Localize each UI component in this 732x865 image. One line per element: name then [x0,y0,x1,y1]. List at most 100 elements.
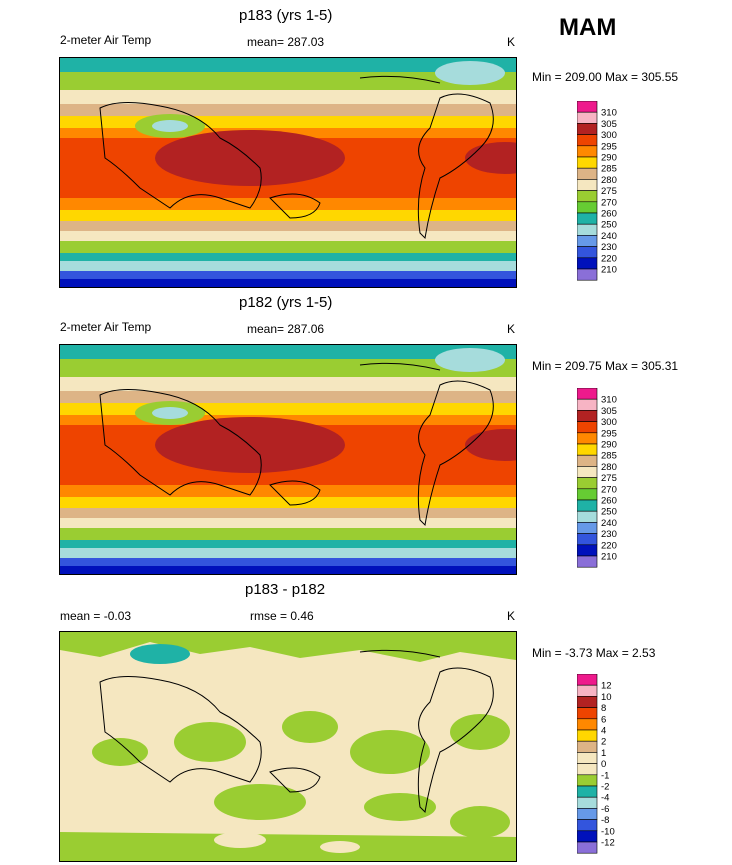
colorbar-swatch [577,510,598,523]
colorbar-label: 305 [601,119,617,130]
colorbar-swatch [577,522,598,534]
colorbar-swatch [577,841,598,854]
colorbar-label: 260 [601,496,617,507]
colorbar-swatch [577,223,598,236]
panel1-mean: mean= 287.03 [247,35,325,49]
colorbar-swatch [577,257,598,270]
panel3-mean: mean = -0.03 [60,609,132,623]
colorbar-label: 280 [601,175,617,186]
colorbar-swatch [577,740,598,753]
panel2-minmax: Min = 209.75 Max = 305.31 [532,359,679,373]
colorbar-label: 275 [601,186,617,197]
colorbar-swatch [577,796,598,809]
colorbar-swatch [577,156,598,169]
colorbar-label: 240 [601,518,617,529]
colorbar-swatch [577,167,598,180]
colorbar-label: 290 [601,153,617,164]
colorbar-swatch [577,443,598,456]
colorbar-swatch [577,808,598,820]
colorbar-swatch [577,488,598,501]
colorbar-label: 220 [601,253,617,264]
colorbar-label: 6 [601,714,606,725]
colorbar-label: 250 [601,220,617,231]
colorbar-swatch [577,477,598,490]
panel2-mean: mean= 287.06 [247,322,325,336]
colorbar-swatch [577,145,598,158]
colorbar-label: 210 [601,552,617,563]
colorbar-swatch [577,729,598,742]
colorbar-swatch [577,533,598,546]
colorbar-label: 280 [601,462,617,473]
colorbar-label: 270 [601,197,617,208]
colorbar-swatch [577,190,598,203]
panel2-map [59,344,517,575]
colorbar-label: 0 [601,759,606,770]
panel2-variable: 2-meter Air Temp [60,320,152,334]
panel3-units: K [507,609,516,623]
colorbar-swatch [577,432,598,445]
colorbar-swatch [577,123,598,135]
colorbar-label: -8 [601,815,609,826]
panel1-title: p183 (yrs 1-5) [239,7,333,24]
colorbar-swatch [577,674,598,686]
colorbar-swatch [577,819,598,832]
colorbar-label: -6 [601,804,609,815]
colorbar-label: 4 [601,726,606,737]
colorbar-swatch [577,774,598,787]
colorbar-label: 8 [601,703,606,714]
colorbar-swatch [577,555,598,568]
colorbar-label: 270 [601,484,617,495]
colorbar-swatch [577,111,598,124]
colorbar-label: 1 [601,748,606,759]
panel1-variable: 2-meter Air Temp [60,33,152,47]
colorbar-label: 210 [601,265,617,276]
colorbar-swatch [577,763,598,776]
colorbar-label: -4 [601,793,609,804]
colorbar-label: 220 [601,540,617,551]
panel1-colorbar: 3103053002952902852802752702602502402302… [577,101,617,281]
panel3-map [59,631,517,862]
season-label: MAM [559,14,617,41]
colorbar-swatch [577,785,598,798]
colorbar-label: -1 [601,770,609,781]
panel3-title: p183 - p182 [245,581,326,598]
colorbar-swatch [577,544,598,557]
colorbar-swatch [577,454,598,467]
colorbar-swatch [577,718,598,731]
colorbar-swatch [577,499,598,512]
colorbar-swatch [577,410,598,422]
colorbar-label: -2 [601,782,609,793]
colorbar-swatch [577,268,598,281]
colorbar-swatch [577,388,598,400]
colorbar-label: 275 [601,473,617,484]
colorbar-label: 285 [601,451,617,462]
colorbar-swatch [577,421,598,434]
colorbar-label: 300 [601,130,617,141]
colorbar-swatch [577,752,598,764]
colorbar-swatch [577,830,598,843]
panel1-minmax: Min = 209.00 Max = 305.55 [532,70,679,84]
colorbar-swatch [577,246,598,259]
colorbar-swatch [577,179,598,191]
colorbar-swatch [577,466,598,478]
colorbar-swatch [577,101,598,113]
colorbar-label: 310 [601,395,617,406]
colorbar-swatch [577,134,598,147]
colorbar-swatch [577,201,598,214]
panel2-units: K [507,322,516,336]
panel3-minmax: Min = -3.73 Max = 2.53 [532,646,656,660]
panel3-rmse: rmse = 0.46 [250,609,314,623]
colorbar-label: 12 [601,681,612,692]
colorbar-label: 260 [601,209,617,220]
colorbar-swatch [577,696,598,708]
colorbar-label: 2 [601,737,606,748]
colorbar-label: 305 [601,406,617,417]
colorbar-swatch [577,398,598,411]
colorbar-swatch [577,235,598,247]
colorbar-label: 285 [601,164,617,175]
colorbar-label: 295 [601,141,617,152]
colorbar-label: 295 [601,428,617,439]
colorbar-label: 250 [601,507,617,518]
panel2-title: p182 (yrs 1-5) [239,294,333,311]
